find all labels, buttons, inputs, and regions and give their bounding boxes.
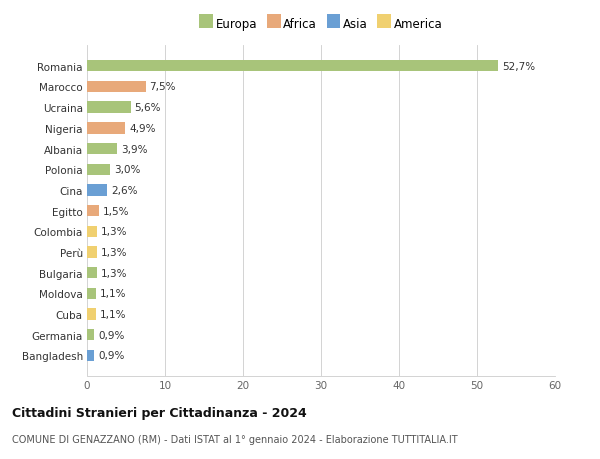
Text: 0,9%: 0,9%	[98, 330, 124, 340]
Bar	[87, 309, 95, 320]
Bar	[87, 206, 98, 217]
Text: 0,9%: 0,9%	[98, 351, 124, 361]
Text: COMUNE DI GENAZZANO (RM) - Dati ISTAT al 1° gennaio 2024 - Elaborazione TUTTITAL: COMUNE DI GENAZZANO (RM) - Dati ISTAT al…	[12, 434, 458, 444]
Text: 1,3%: 1,3%	[101, 227, 128, 237]
Bar	[87, 82, 146, 93]
Text: 3,0%: 3,0%	[114, 165, 140, 175]
Bar	[87, 226, 97, 237]
Text: 1,1%: 1,1%	[100, 289, 126, 299]
Text: 3,9%: 3,9%	[121, 144, 148, 154]
Text: Cittadini Stranieri per Cittadinanza - 2024: Cittadini Stranieri per Cittadinanza - 2…	[12, 406, 307, 419]
Bar	[87, 61, 498, 72]
Bar	[87, 102, 131, 113]
Bar	[87, 247, 97, 258]
Bar	[87, 144, 118, 155]
Bar	[87, 185, 107, 196]
Text: 52,7%: 52,7%	[502, 62, 535, 72]
Text: 7,5%: 7,5%	[149, 82, 176, 92]
Bar	[87, 123, 125, 134]
Bar	[87, 288, 95, 299]
Bar	[87, 330, 94, 341]
Text: 2,6%: 2,6%	[111, 185, 137, 196]
Text: 1,3%: 1,3%	[101, 247, 128, 257]
Text: 4,9%: 4,9%	[129, 123, 155, 134]
Text: 5,6%: 5,6%	[134, 103, 161, 113]
Legend: Europa, Africa, Asia, America: Europa, Africa, Asia, America	[197, 16, 445, 34]
Text: 1,5%: 1,5%	[103, 206, 129, 216]
Bar	[87, 268, 97, 279]
Text: 1,1%: 1,1%	[100, 309, 126, 319]
Bar	[87, 350, 94, 361]
Bar	[87, 164, 110, 175]
Text: 1,3%: 1,3%	[101, 268, 128, 278]
